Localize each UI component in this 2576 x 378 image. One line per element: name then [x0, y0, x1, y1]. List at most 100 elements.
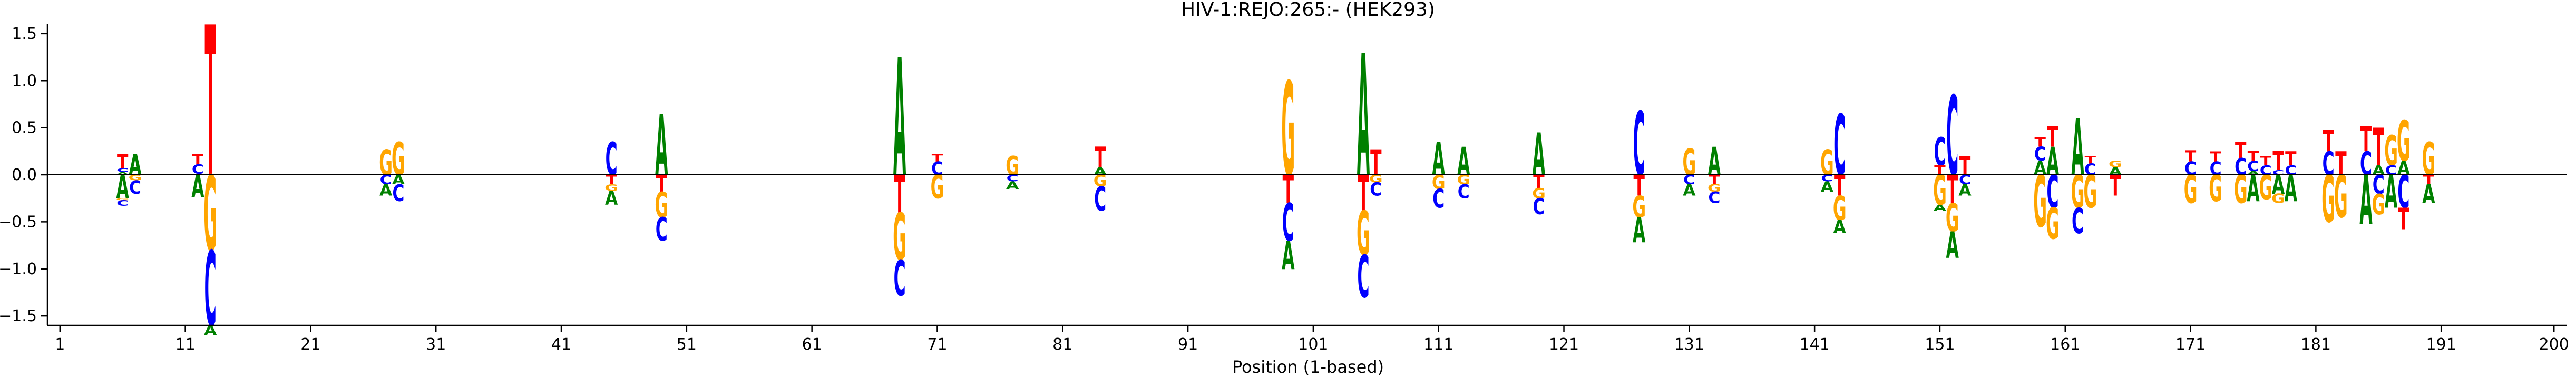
logo-letter-t: T [1947, 168, 1958, 213]
logo-letter-t: T [2085, 154, 2096, 166]
logo-letter-c: C [192, 162, 204, 177]
logo-letter-t: T [894, 165, 905, 225]
x-tick-label: 81 [1052, 335, 1072, 354]
logo-letter-g: G [1632, 190, 1646, 224]
x-tick-label: 181 [2301, 335, 2331, 354]
logo-letter-a: A [1282, 234, 1294, 278]
logo-letter-g: G [604, 183, 618, 193]
logo-letter-a: A [2285, 168, 2297, 210]
logo-letter-g: G [2372, 188, 2385, 221]
logo-letter-g: G [2184, 168, 2198, 213]
logo-letter-c: C [1007, 173, 1019, 184]
logo-letter-t: T [2423, 172, 2435, 187]
x-tick-label: 111 [1423, 335, 1453, 354]
logo-letter-c: C [1458, 181, 1470, 203]
logo-letter-t: T [2360, 120, 2372, 160]
logo-letter-a: A [1683, 182, 1696, 200]
logo-letter-g: G [2384, 128, 2398, 176]
logo-letter-t: T [2272, 146, 2284, 176]
logo-letter-a: A [116, 169, 130, 206]
y-tick-label: −0.5 [0, 213, 37, 231]
logo-letter-t: T [2260, 154, 2272, 169]
logo-letter-c: C [380, 172, 392, 187]
logo-letter-g: G [1707, 183, 1721, 194]
logo-letter-a: A [2397, 157, 2411, 180]
logo-letter-c: C [606, 134, 618, 186]
logo-letter-c: C [1959, 172, 1971, 187]
logo-letter-a: A [2372, 163, 2385, 178]
logo-letter-c: C [1833, 98, 1846, 195]
logo-letter-c: C [1934, 131, 1946, 175]
logo-letter-t: T [2373, 118, 2385, 178]
x-tick-label: 151 [1925, 335, 1955, 354]
logo-letter-c: C [2235, 154, 2247, 181]
logo-letter-t: T [1934, 163, 1946, 178]
logo-letter-a: A [129, 149, 141, 182]
logo-letter-c: C [116, 198, 129, 207]
logo-letter-c: C [2184, 158, 2197, 180]
logo-letter-t: T [1095, 142, 1106, 174]
logo-letter-t: T [1358, 166, 1369, 222]
logo-letter-c: C [1357, 244, 1369, 312]
x-tick-label: 1 [55, 335, 65, 354]
logo-letter-g: G [129, 173, 142, 182]
logo-letter-g: G [1946, 196, 1959, 241]
logo-letter-t: T [192, 151, 203, 167]
logo-letter-g: G [379, 143, 393, 184]
logo-letter-c: C [894, 251, 906, 307]
logo-letter-t: T [204, 0, 216, 224]
logo-letter-t: T [1959, 151, 1970, 181]
logo-letter-c: C [2385, 163, 2397, 178]
y-tick-label: 1.5 [12, 25, 37, 43]
logo-letter-t: T [1533, 171, 1545, 193]
logo-letter-c: C [1432, 184, 1445, 214]
logo-letter-a: A [1934, 203, 1946, 212]
logo-letter-t: T [2235, 137, 2246, 163]
logo-letter-a: A [1633, 211, 1645, 252]
logo-letter-t: T [606, 172, 617, 187]
logo-letter-a: A [893, 26, 906, 213]
logo-letter-a: A [116, 172, 130, 176]
axes: −1.5−1.0−0.50.00.51.01.51 11 21 31 41 51 61 71 8… [0, 24, 2569, 354]
logo-letter-t: T [2110, 170, 2121, 202]
logo-letter-g: G [1833, 188, 1847, 228]
logo-letter-t: T [2323, 124, 2334, 158]
logo-letter-a: A [1533, 122, 1545, 189]
logo-letter-c: C [116, 167, 129, 173]
x-tick-label: 71 [927, 335, 947, 354]
logo-letter-c: C [656, 212, 668, 248]
logo-letter-c: C [2323, 146, 2335, 183]
logo-letter-a: A [1432, 134, 1445, 186]
x-tick-label: 61 [802, 335, 822, 354]
logo-letter-t: T [1834, 170, 1845, 202]
logo-letter-t: T [2185, 148, 2197, 166]
logo-letter-a: A [605, 187, 618, 210]
logo-letter-c: C [2260, 163, 2272, 178]
logo-letter-a: A [2046, 140, 2059, 185]
logo-letter-a: A [2422, 179, 2435, 209]
x-tick-label: 121 [1549, 335, 1579, 354]
y-tick-label: 0.5 [12, 119, 37, 137]
logo-letter-a: A [2247, 168, 2259, 210]
logo-letter-g: G [2334, 164, 2348, 232]
logo-letter-g: G [2033, 161, 2047, 244]
logo-letter-a: A [2071, 103, 2084, 193]
logo-letter-a: A [1457, 140, 1470, 185]
logo-letter-c: C [2397, 166, 2409, 219]
logo-letter-g: G [1369, 173, 1383, 185]
logo-letter-c: C [2247, 158, 2259, 174]
chart-title: HIV-1:REJO:265:- (HEK293) [1181, 0, 1435, 21]
logo-letter-g: G [2422, 134, 2436, 186]
logo-letter-a: A [379, 182, 393, 200]
x-tick-label: 11 [175, 335, 195, 354]
y-tick-label: 1.0 [12, 72, 37, 90]
logo-letter-c: C [1533, 194, 1545, 220]
logo-letter-g: G [116, 198, 130, 201]
logo-letter-t: T [2248, 149, 2259, 164]
logo-letter-c: C [1821, 173, 1833, 184]
x-tick-label: 161 [2050, 335, 2080, 354]
logo-letter-a: A [1357, 20, 1370, 215]
logo-letter-g: G [1006, 151, 1019, 181]
logo-letter-t: T [2335, 146, 2346, 183]
